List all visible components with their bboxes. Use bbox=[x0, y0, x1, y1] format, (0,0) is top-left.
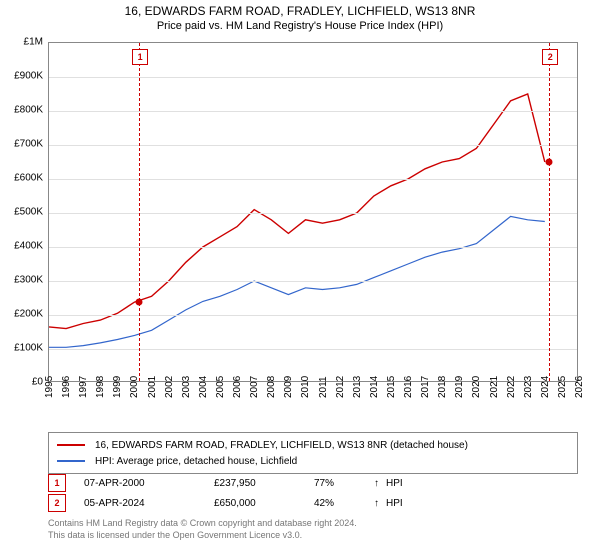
sale-date: 05-APR-2024 bbox=[84, 498, 214, 509]
legend-swatch bbox=[57, 444, 85, 446]
x-tick-label: 2022 bbox=[506, 376, 517, 398]
gridline bbox=[49, 349, 577, 350]
sale-suffix: HPI bbox=[386, 478, 403, 489]
legend-label: 16, EDWARDS FARM ROAD, FRADLEY, LICHFIEL… bbox=[95, 440, 468, 451]
x-tick-label: 1996 bbox=[61, 376, 72, 398]
chart-container: 16, EDWARDS FARM ROAD, FRADLEY, LICHFIEL… bbox=[0, 0, 600, 560]
y-tick-label: £200K bbox=[3, 309, 43, 320]
x-tick-label: 2006 bbox=[232, 376, 243, 398]
footer-line: Contains HM Land Registry data © Crown c… bbox=[48, 518, 578, 530]
sales-table: 1 07-APR-2000 £237,950 77% ↑ HPI 2 05-AP… bbox=[48, 473, 578, 513]
x-tick-label: 2009 bbox=[283, 376, 294, 398]
legend-row-property: 16, EDWARDS FARM ROAD, FRADLEY, LICHFIEL… bbox=[57, 437, 569, 453]
y-tick-label: £500K bbox=[3, 207, 43, 218]
x-tick-label: 2011 bbox=[318, 376, 329, 398]
x-tick-label: 2000 bbox=[129, 376, 140, 398]
gridline bbox=[49, 179, 577, 180]
sale-marker-vline bbox=[139, 43, 140, 381]
up-arrow-icon: ↑ bbox=[374, 478, 386, 489]
x-tick-label: 1997 bbox=[78, 376, 89, 398]
gridline bbox=[49, 111, 577, 112]
sale-suffix: HPI bbox=[386, 498, 403, 509]
gridline bbox=[49, 213, 577, 214]
x-tick-label: 2015 bbox=[386, 376, 397, 398]
gridline bbox=[49, 281, 577, 282]
legend-swatch bbox=[57, 460, 85, 462]
sale-pct: 77% bbox=[314, 478, 374, 489]
sale-marker-dot bbox=[136, 299, 143, 306]
x-tick-label: 2017 bbox=[420, 376, 431, 398]
y-tick-label: £800K bbox=[3, 105, 43, 116]
x-tick-label: 2013 bbox=[352, 376, 363, 398]
gridline bbox=[49, 315, 577, 316]
sale-num-box: 2 bbox=[48, 494, 66, 512]
x-tick-label: 2025 bbox=[557, 376, 568, 398]
title-subtitle: Price paid vs. HM Land Registry's House … bbox=[0, 20, 600, 32]
footer-attribution: Contains HM Land Registry data © Crown c… bbox=[48, 518, 578, 541]
table-row: 1 07-APR-2000 £237,950 77% ↑ HPI bbox=[48, 473, 578, 493]
x-tick-label: 2016 bbox=[403, 376, 414, 398]
sale-price: £650,000 bbox=[214, 498, 314, 509]
x-tick-label: 2008 bbox=[266, 376, 277, 398]
footer-line: This data is licensed under the Open Gov… bbox=[48, 530, 578, 542]
x-tick-label: 2024 bbox=[540, 376, 551, 398]
x-tick-label: 2018 bbox=[437, 376, 448, 398]
y-tick-label: £1M bbox=[3, 37, 43, 48]
gridline bbox=[49, 145, 577, 146]
x-tick-label: 2023 bbox=[523, 376, 534, 398]
gridline bbox=[49, 77, 577, 78]
sale-marker-box: 2 bbox=[542, 49, 558, 65]
x-tick-label: 1999 bbox=[112, 376, 123, 398]
sale-price: £237,950 bbox=[214, 478, 314, 489]
x-tick-label: 2019 bbox=[454, 376, 465, 398]
x-tick-label: 2020 bbox=[471, 376, 482, 398]
legend-box: 16, EDWARDS FARM ROAD, FRADLEY, LICHFIEL… bbox=[48, 432, 578, 474]
x-tick-label: 2001 bbox=[147, 376, 158, 398]
sale-marker-box: 1 bbox=[132, 49, 148, 65]
title-area: 16, EDWARDS FARM ROAD, FRADLEY, LICHFIEL… bbox=[0, 0, 600, 32]
sale-pct: 42% bbox=[314, 498, 374, 509]
y-tick-label: £0 bbox=[3, 377, 43, 388]
plot-area: 12 bbox=[48, 42, 578, 382]
x-tick-label: 1998 bbox=[95, 376, 106, 398]
x-tick-label: 2010 bbox=[300, 376, 311, 398]
x-tick-label: 2004 bbox=[198, 376, 209, 398]
sale-date: 07-APR-2000 bbox=[84, 478, 214, 489]
y-tick-label: £700K bbox=[3, 139, 43, 150]
legend-row-hpi: HPI: Average price, detached house, Lich… bbox=[57, 453, 569, 469]
x-tick-label: 2012 bbox=[335, 376, 346, 398]
legend-label: HPI: Average price, detached house, Lich… bbox=[95, 456, 297, 467]
x-tick-label: 2002 bbox=[164, 376, 175, 398]
sale-marker-vline bbox=[549, 43, 550, 381]
x-tick-label: 2005 bbox=[215, 376, 226, 398]
x-tick-label: 1995 bbox=[44, 376, 55, 398]
sale-num-box: 1 bbox=[48, 474, 66, 492]
series-line-property bbox=[49, 94, 545, 329]
y-tick-label: £100K bbox=[3, 343, 43, 354]
x-tick-label: 2007 bbox=[249, 376, 260, 398]
title-address: 16, EDWARDS FARM ROAD, FRADLEY, LICHFIEL… bbox=[0, 4, 600, 18]
sale-marker-dot bbox=[546, 159, 553, 166]
up-arrow-icon: ↑ bbox=[374, 498, 386, 509]
y-tick-label: £400K bbox=[3, 241, 43, 252]
x-tick-label: 2026 bbox=[574, 376, 585, 398]
y-tick-label: £900K bbox=[3, 71, 43, 82]
x-tick-label: 2021 bbox=[489, 376, 500, 398]
x-tick-label: 2014 bbox=[369, 376, 380, 398]
chart-wrap: 12 £0£100K£200K£300K£400K£500K£600K£700K… bbox=[48, 42, 578, 402]
table-row: 2 05-APR-2024 £650,000 42% ↑ HPI bbox=[48, 493, 578, 513]
x-tick-label: 2003 bbox=[181, 376, 192, 398]
y-tick-label: £300K bbox=[3, 275, 43, 286]
gridline bbox=[49, 247, 577, 248]
y-tick-label: £600K bbox=[3, 173, 43, 184]
